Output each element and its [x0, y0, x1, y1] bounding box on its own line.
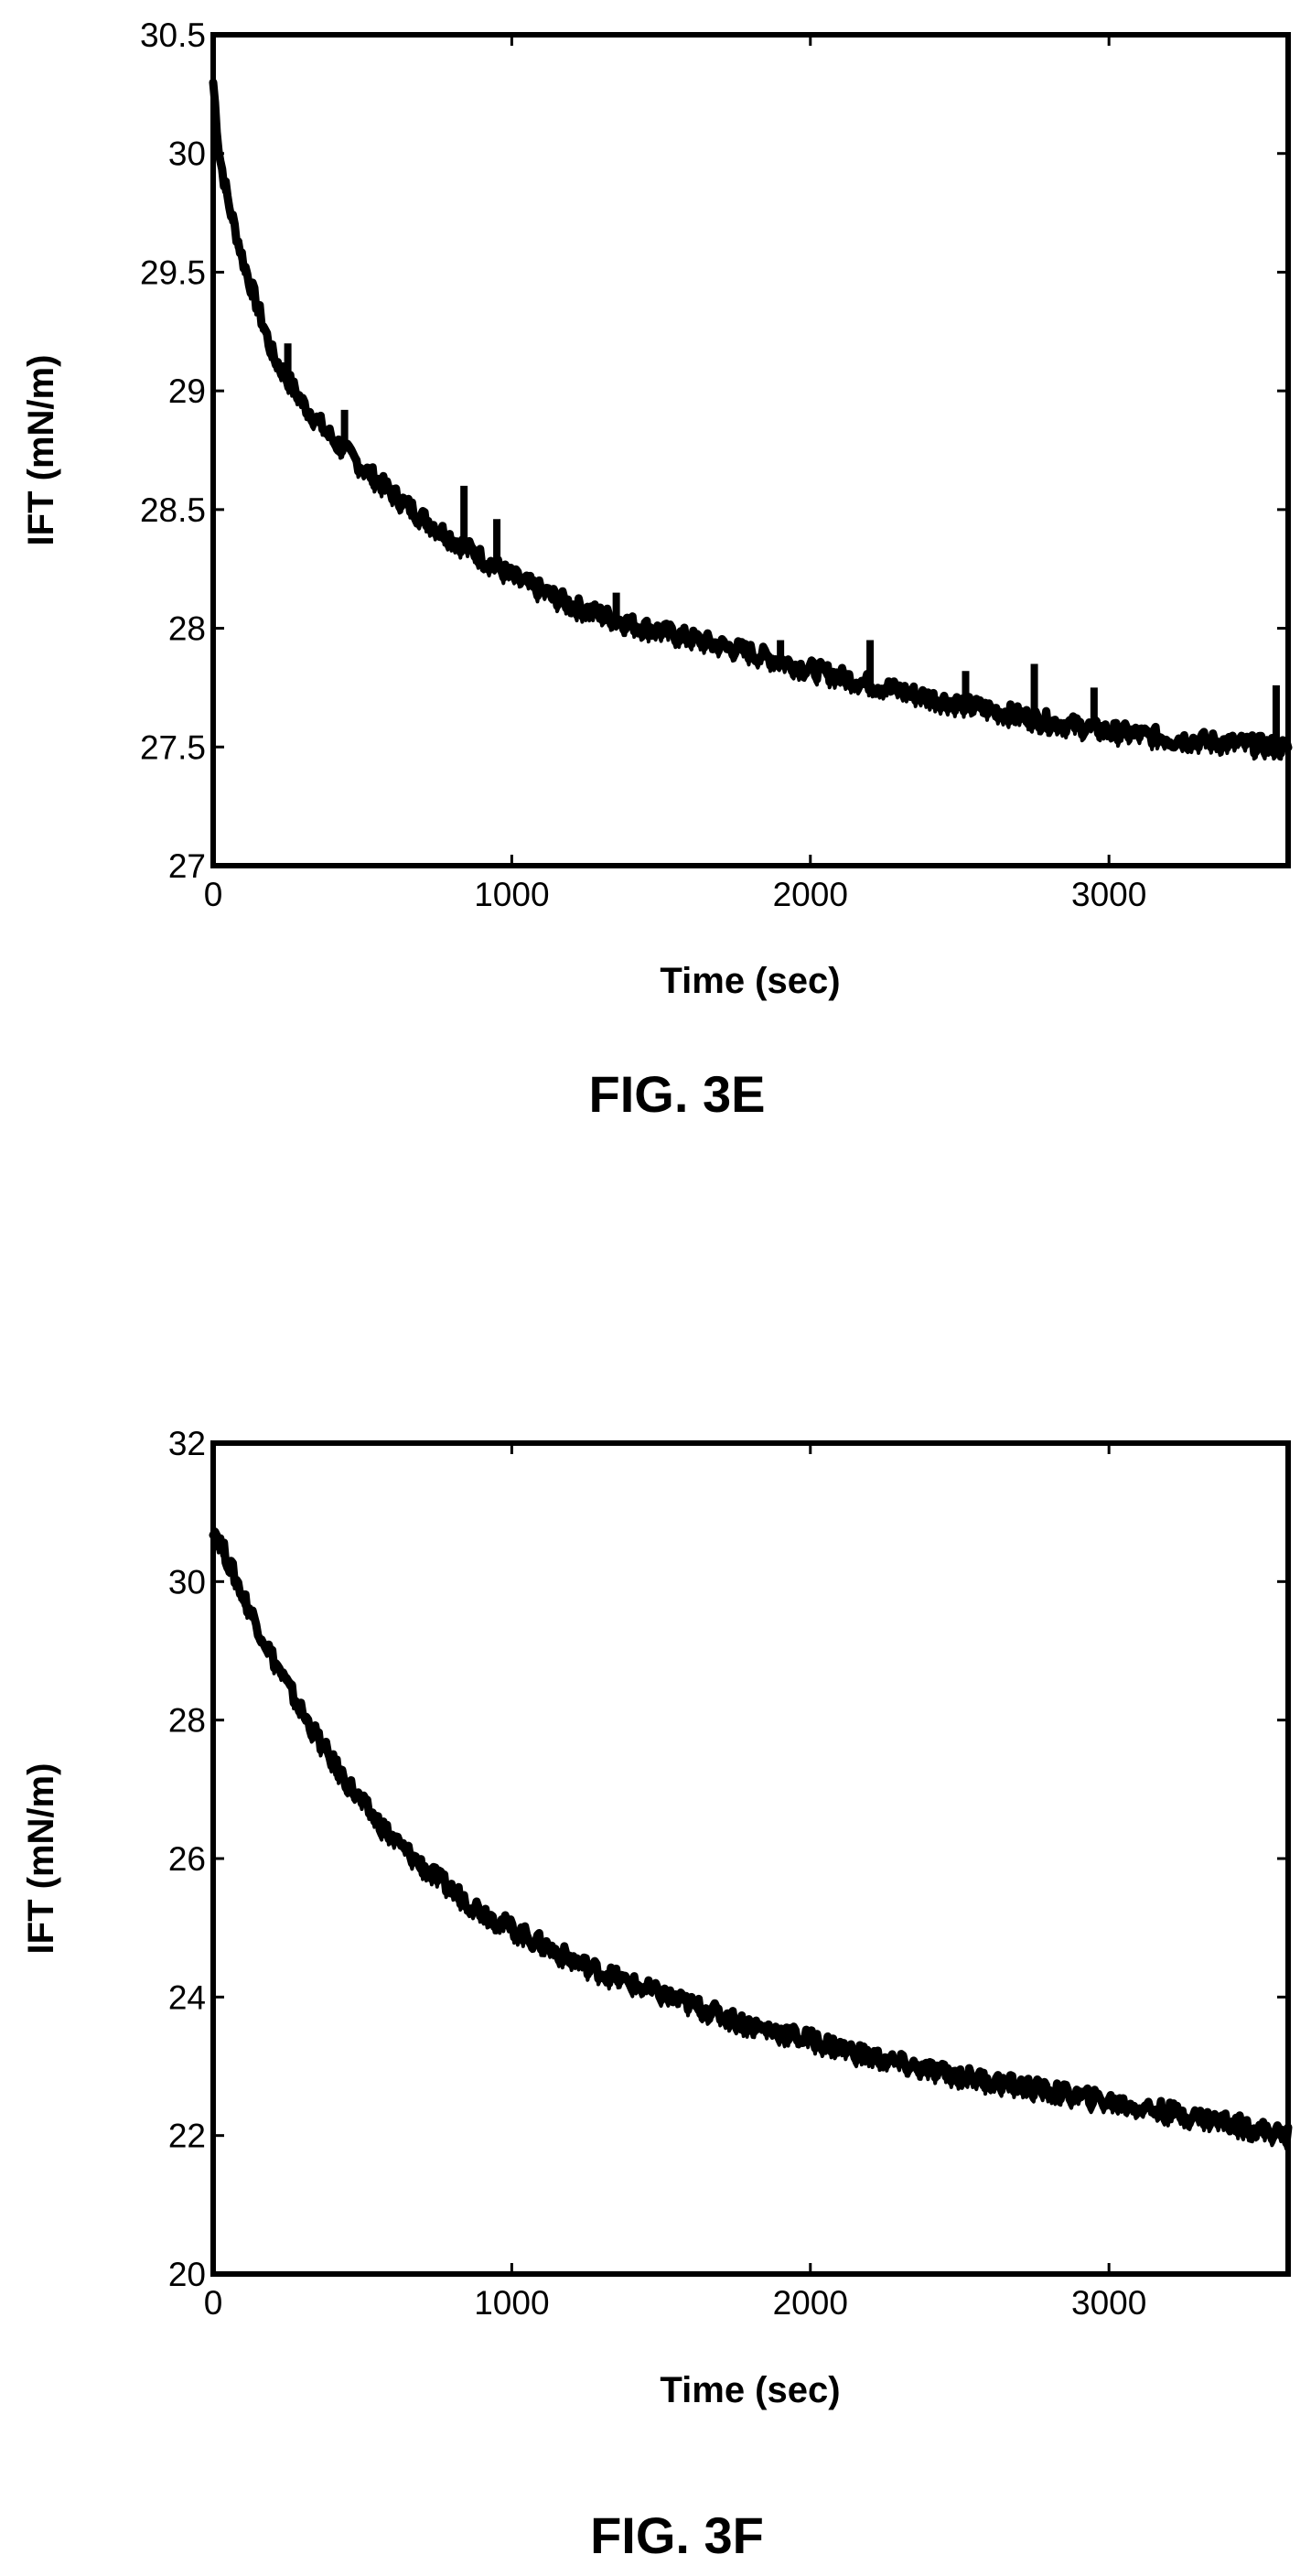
y-ticks-3f: 20 22 24 26 28 30 32 [168, 1425, 1288, 2293]
y-tick-label: 24 [168, 1978, 206, 2016]
x-axis-label-3e: Time (sec) [660, 961, 840, 1001]
figure-caption-3f: FIG. 3F [590, 2506, 764, 2564]
plot-frame-3e [210, 32, 1291, 868]
series-line-band-3f [211, 1535, 1290, 2151]
figure-caption-3e: FIG. 3E [589, 1065, 766, 1123]
y-tick-label: 30 [168, 135, 206, 173]
x-tick-label: 0 [204, 2284, 223, 2322]
y-tick-label: 26 [168, 1840, 206, 1878]
x-tick-label: 3000 [1071, 2284, 1146, 2322]
x-tick-label: 0 [204, 876, 223, 913]
y-tick-label: 22 [168, 2118, 206, 2155]
x-ticks-3f: 0 1000 2000 3000 [204, 1443, 1146, 2322]
y-tick-label: 30.5 [140, 16, 206, 54]
y-tick-label: 20 [168, 2256, 206, 2293]
x-axis-label-3f: Time (sec) [660, 2370, 840, 2410]
x-tick-label: 1000 [474, 2284, 549, 2322]
series-line-3f [209, 1527, 1293, 2148]
y-axis-label-3e: IFT (mN/m) [21, 355, 61, 546]
y-tick-label: 29.5 [140, 253, 206, 291]
y-tick-label: 30 [168, 1563, 206, 1601]
series-3f [209, 1527, 1293, 2151]
y-tick-label: 28 [168, 610, 206, 648]
x-tick-label: 2000 [773, 2284, 848, 2322]
y-tick-label: 29 [168, 372, 206, 410]
y-tick-label: 28 [168, 1702, 206, 1740]
y-tick-label: 27 [168, 847, 206, 885]
y-ticks-3e: 27 27.5 28 28.5 29 29.5 30 30.5 [140, 16, 1288, 885]
y-tick-label: 27.5 [140, 728, 206, 766]
x-tick-label: 1000 [474, 876, 549, 913]
plot-frame-3f [210, 1440, 1291, 2277]
series-line-band-3e [211, 86, 1290, 761]
x-tick-label: 3000 [1071, 876, 1146, 913]
x-ticks-3e: 0 1000 2000 3000 [204, 35, 1146, 913]
y-axis-label-3f: IFT (mN/m) [21, 1763, 61, 1955]
chart-fig-3e: 27 27.5 28 28.5 29 29.5 30 30.5 0 1000 2000 3000 I… [21, 16, 1293, 1123]
series-3e [209, 78, 1293, 761]
y-tick-label: 28.5 [140, 491, 206, 529]
x-tick-label: 2000 [773, 876, 848, 913]
y-tick-label: 32 [168, 1425, 206, 1462]
